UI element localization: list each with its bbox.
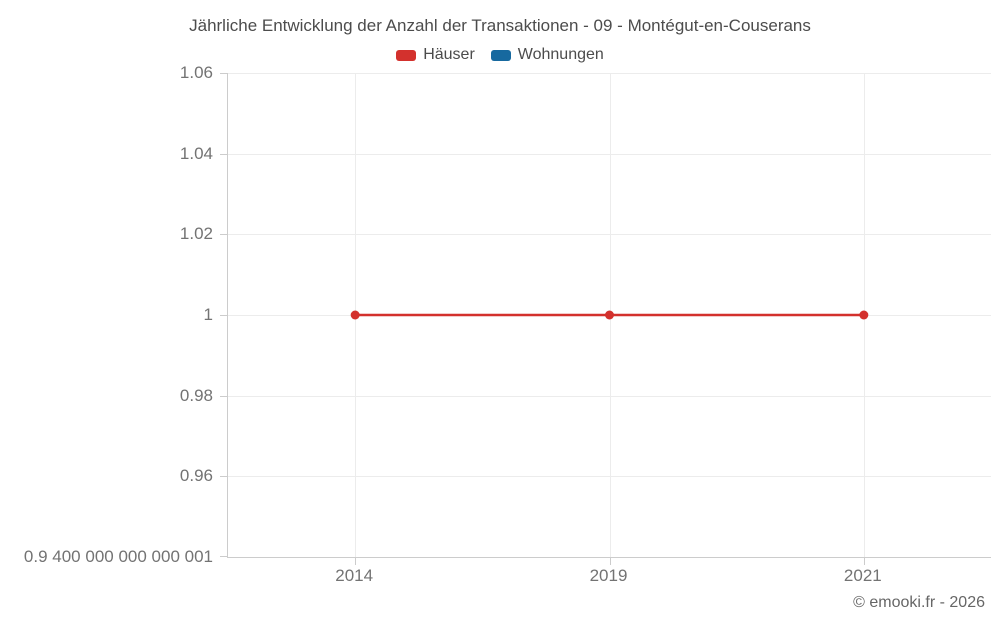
y-tick-label: 1.06 — [179, 63, 213, 82]
y-tick-mark — [220, 315, 228, 316]
y-tick-label: 1.04 — [179, 143, 213, 163]
legend-item-wohnungen[interactable]: Wohnungen — [490, 46, 604, 64]
legend-label: Wohnungen — [517, 46, 604, 63]
series-layer — [350, 310, 869, 320]
y-tick-label: 1 — [203, 305, 213, 324]
x-tick-mark — [863, 558, 865, 565]
y-tick-label: 0.96 — [179, 466, 213, 486]
legend-label: Häuser — [423, 46, 475, 63]
plot-area — [220, 73, 991, 565]
data-point[interactable] — [859, 310, 869, 320]
y-tick-mark — [220, 153, 228, 155]
data-point[interactable] — [350, 310, 360, 320]
legend-item-haeuser[interactable]: Häuser — [396, 46, 475, 64]
y-tick-mark — [220, 234, 228, 236]
x-tick-label: 2014 — [335, 566, 374, 585]
copyright-text: © emooki.fr - 2026 — [853, 594, 985, 611]
y-tick-label: 0.98 — [179, 385, 213, 405]
x-tick-label: 2021 — [843, 566, 882, 585]
x-tick-label: 2019 — [589, 566, 628, 585]
x-tick-mark — [355, 558, 357, 565]
legend-swatch-icon — [490, 49, 511, 61]
y-tick-label: 1.02 — [179, 224, 213, 244]
y-tick-mark — [220, 556, 228, 557]
chart-title: Jährliche Entwicklung der Anzahl der Tra… — [189, 16, 811, 35]
x-tick-mark — [609, 558, 611, 565]
y-tick-mark — [220, 395, 228, 397]
y-tick-mark — [220, 476, 228, 478]
y-tick-mark — [220, 73, 228, 74]
legend-swatch-icon — [396, 49, 417, 61]
y-tick-label: 0.9 400 000 000 000 001 — [23, 547, 213, 566]
data-point[interactable] — [605, 310, 614, 320]
legend: Häuser Wohnungen — [0, 46, 1000, 64]
